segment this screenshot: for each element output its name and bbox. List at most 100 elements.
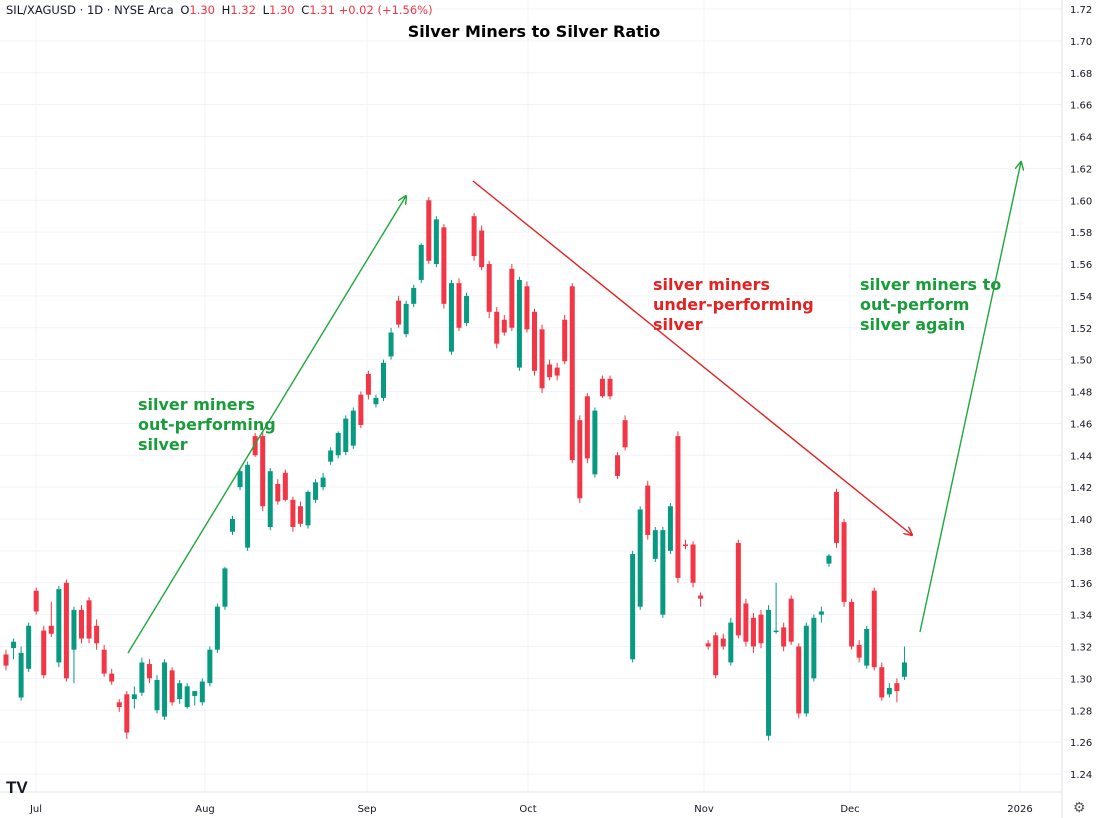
candle: [607, 375, 613, 400]
high-label: H: [221, 3, 231, 17]
downtrend-arrow: [472, 180, 912, 535]
candle-body: [856, 644, 862, 658]
candle-body: [11, 641, 17, 649]
candle-body: [539, 329, 545, 389]
candle: [773, 582, 779, 634]
candle-body: [124, 694, 130, 733]
annotation-miners-outperforming: silver miners out-performing silver: [138, 395, 276, 455]
candle-body: [713, 635, 719, 676]
candle-body: [834, 491, 839, 543]
candle-body: [516, 279, 522, 368]
candle-body: [350, 410, 356, 446]
candle-body: [184, 686, 190, 708]
open-value: 1.30: [189, 3, 215, 17]
y-tick-label: 1.40: [1070, 515, 1092, 526]
candle: [788, 595, 794, 645]
candle: [509, 264, 515, 331]
chart-grid: [0, 0, 1062, 792]
candle-body: [773, 630, 779, 633]
y-tick-label: 1.48: [1070, 388, 1092, 399]
candle-body: [607, 378, 613, 397]
candle: [124, 691, 130, 739]
candle: [343, 415, 349, 456]
candle: [871, 587, 877, 671]
candle: [101, 644, 107, 677]
candle-body: [41, 630, 47, 676]
y-tick-label: 1.66: [1070, 101, 1092, 112]
candle: [569, 283, 575, 464]
candle: [834, 488, 839, 548]
candle: [199, 678, 205, 706]
y-tick-label: 1.52: [1070, 324, 1092, 335]
candle-body: [426, 200, 432, 261]
candle-body: [260, 436, 266, 507]
candle: [675, 431, 681, 583]
candle-body: [320, 477, 326, 488]
candle-body: [33, 590, 39, 612]
candle: [237, 468, 243, 491]
y-tick-label: 1.50: [1070, 356, 1092, 367]
candle: [501, 315, 507, 336]
gear-icon[interactable]: ⚙: [1073, 799, 1086, 815]
candle: [184, 683, 190, 709]
candle: [630, 550, 636, 663]
annotation-line: silver: [653, 315, 703, 334]
candle: [290, 496, 296, 532]
candle-body: [154, 679, 160, 711]
candle: [901, 646, 907, 680]
candle: [441, 224, 447, 309]
candle-body: [788, 598, 794, 642]
candle-body: [328, 450, 334, 462]
candle-body: [109, 673, 115, 682]
candle-body: [871, 590, 877, 668]
candle: [56, 585, 62, 668]
candle-body: [230, 519, 235, 532]
candle-body: [252, 436, 258, 456]
candle-body: [698, 595, 704, 599]
candle-body: [735, 542, 741, 636]
candle: [516, 276, 522, 371]
y-tick-label: 1.68: [1070, 69, 1092, 80]
low-value: 1.30: [269, 3, 295, 17]
y-tick-label: 1.24: [1070, 770, 1092, 781]
candle-body: [750, 617, 756, 647]
candle-body: [841, 522, 847, 602]
close-label: C: [301, 3, 310, 17]
candle-body: [584, 396, 590, 459]
x-tick-label: Aug: [195, 804, 215, 815]
candle: [214, 603, 220, 653]
candle: [818, 606, 824, 623]
annotation-miners-outperform-again: silver miners to out-perform silver agai…: [860, 275, 1001, 335]
y-axis: 1.24 1.26 1.28 1.30 1.32 1.34 1.36 1.38 1.40 1.42…: [1061, 0, 1092, 818]
candle-body: [388, 332, 394, 357]
candle-body: [56, 589, 62, 663]
candle-body: [690, 544, 696, 583]
candle-body: [86, 600, 92, 639]
candle: [207, 646, 213, 687]
candle: [886, 683, 892, 698]
y-tick-label: 1.32: [1070, 643, 1092, 654]
x-tick-label: Jul: [29, 804, 42, 815]
candle-body: [569, 286, 575, 461]
candle-body: [577, 420, 583, 499]
candle-body: [403, 303, 409, 335]
candle-body: [592, 410, 598, 475]
candle: [162, 659, 168, 720]
candle-body: [297, 506, 303, 524]
candle: [222, 566, 228, 610]
candle: [660, 526, 666, 618]
y-tick-label: 1.56: [1070, 260, 1092, 271]
candle: [305, 490, 311, 529]
candle-body: [660, 530, 666, 615]
candle-body: [237, 471, 243, 488]
candle: [335, 431, 341, 459]
y-tick-label: 1.60: [1070, 196, 1092, 207]
candle-body: [282, 472, 288, 500]
candle-body: [373, 397, 379, 405]
tradingview-logo: TV: [6, 778, 28, 797]
candle-body: [471, 216, 477, 257]
candle-body: [116, 702, 122, 708]
candle-body: [637, 509, 643, 607]
candle-body: [305, 491, 311, 526]
candle: [26, 622, 32, 672]
